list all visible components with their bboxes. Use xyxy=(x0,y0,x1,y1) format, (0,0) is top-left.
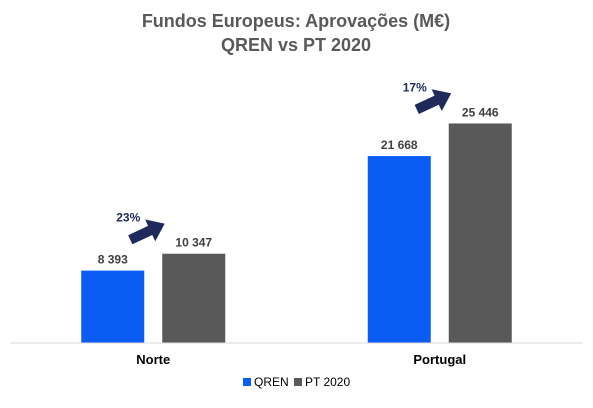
bar-pt-2020-norte xyxy=(162,253,226,343)
arrow-up-right-icon xyxy=(414,89,452,114)
data-label: 8 393 xyxy=(98,253,128,267)
annotations: 23% 17% xyxy=(116,80,452,245)
chart-title: Fundos Europeus: Aprovações (M€) xyxy=(142,11,450,31)
arrow-up-right-icon xyxy=(128,219,165,245)
bar-qren-portugal xyxy=(367,156,431,343)
data-label: 25 446 xyxy=(462,105,499,119)
category-label: Norte xyxy=(136,352,170,367)
bar-qren-norte xyxy=(81,270,145,343)
growth-percent-label: 17% xyxy=(403,80,427,94)
legend-label: QREN xyxy=(254,375,289,389)
category-labels: Norte Portugal xyxy=(136,352,466,367)
chart-subtitle: QREN vs PT 2020 xyxy=(221,35,371,55)
legend-label: PT 2020 xyxy=(305,375,350,389)
legend: QREN PT 2020 xyxy=(243,375,350,389)
legend-swatch xyxy=(243,378,251,386)
plot-area: 8 393 10 347 21 668 25 446 xyxy=(81,105,512,344)
data-label: 10 347 xyxy=(175,236,212,250)
legend-swatch xyxy=(294,378,302,386)
bar-pt-2020-portugal xyxy=(448,123,512,344)
data-label: 21 668 xyxy=(381,138,418,152)
growth-percent-label: 23% xyxy=(116,211,140,225)
category-label: Portugal xyxy=(413,352,466,367)
